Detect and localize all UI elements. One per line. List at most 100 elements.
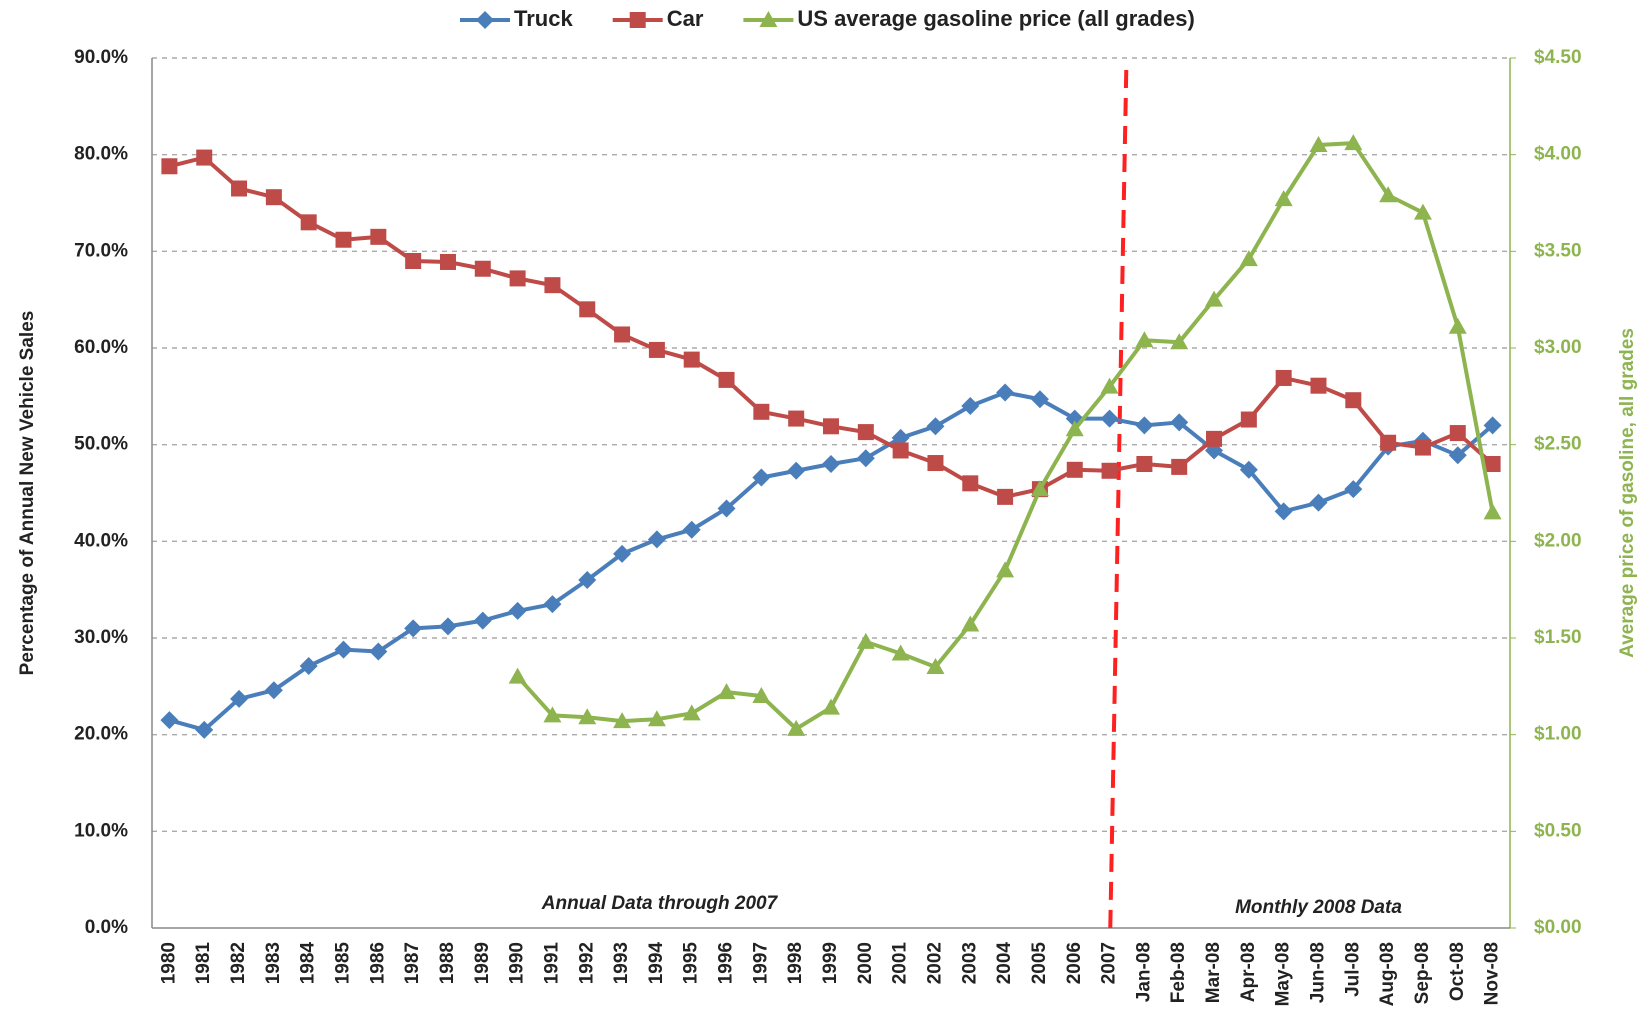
point bbox=[1414, 439, 1431, 456]
divider bbox=[1108, 69, 1129, 929]
x-tick-label: Apr-08 bbox=[1238, 942, 1259, 1002]
point bbox=[1310, 377, 1327, 394]
point bbox=[1345, 392, 1362, 409]
y2-tick-label: $1.50 bbox=[1534, 627, 1582, 648]
x-tick-label: Jul-08 bbox=[1342, 942, 1363, 997]
point bbox=[370, 228, 387, 245]
x-tick-label: May-08 bbox=[1273, 942, 1294, 1006]
point bbox=[578, 708, 597, 725]
point bbox=[1170, 333, 1189, 350]
point bbox=[1274, 190, 1293, 207]
legend-label: US average gasoline price (all grades) bbox=[797, 6, 1194, 31]
point bbox=[1065, 420, 1084, 437]
point bbox=[1135, 416, 1154, 435]
y-tick-label: 30.0% bbox=[74, 627, 128, 648]
point bbox=[1274, 502, 1293, 521]
point bbox=[1309, 136, 1328, 152]
point bbox=[647, 530, 666, 549]
y-tick-label: 50.0% bbox=[74, 434, 128, 455]
point bbox=[1135, 331, 1154, 348]
x-tick-label: 2006 bbox=[1064, 942, 1085, 984]
x-tick-label: 1989 bbox=[472, 942, 493, 984]
y-tick-label: 0.0% bbox=[85, 917, 128, 938]
x-tick-label: 1991 bbox=[541, 942, 562, 985]
x-tick-label: Jan-08 bbox=[1133, 942, 1154, 1002]
y-tick-label: 10.0% bbox=[74, 820, 128, 841]
point bbox=[996, 561, 1015, 578]
x-tick-label: 1993 bbox=[611, 942, 632, 984]
point bbox=[509, 270, 526, 287]
point bbox=[996, 383, 1015, 402]
x-tick-label: 2005 bbox=[1029, 942, 1050, 985]
point bbox=[474, 260, 491, 277]
series-line bbox=[168, 155, 1494, 499]
x-tick-label: 1996 bbox=[716, 942, 737, 984]
point bbox=[1448, 317, 1467, 334]
x-tick-label: 2002 bbox=[924, 942, 945, 984]
annotation: Monthly 2008 Data bbox=[1235, 897, 1402, 918]
point bbox=[1413, 203, 1432, 220]
point bbox=[1239, 460, 1258, 479]
legend-label: Car bbox=[667, 6, 704, 31]
point bbox=[1171, 458, 1188, 475]
point bbox=[787, 461, 806, 480]
point bbox=[856, 449, 875, 468]
x-tick-label: 2004 bbox=[994, 942, 1015, 985]
point bbox=[927, 455, 944, 472]
point bbox=[231, 180, 248, 197]
x-tick-label: 1984 bbox=[298, 942, 319, 985]
x-tick-label: 1983 bbox=[263, 942, 284, 984]
point bbox=[334, 640, 353, 659]
point bbox=[1170, 413, 1189, 432]
point bbox=[962, 475, 979, 492]
point bbox=[682, 520, 701, 539]
point bbox=[508, 601, 527, 620]
point bbox=[230, 689, 249, 708]
x-tick-label: 1995 bbox=[681, 942, 702, 985]
point bbox=[1379, 186, 1398, 203]
point bbox=[1206, 430, 1223, 447]
point bbox=[1380, 434, 1397, 451]
point bbox=[299, 657, 318, 676]
point bbox=[683, 351, 700, 368]
point bbox=[1309, 493, 1328, 512]
y-tick-label: 60.0% bbox=[74, 337, 128, 358]
point bbox=[891, 644, 910, 661]
y2-tick-label: $0.00 bbox=[1534, 917, 1582, 938]
point bbox=[579, 301, 596, 318]
annotation: Annual Data through 2007 bbox=[541, 893, 779, 914]
y-tick-label: 20.0% bbox=[74, 724, 128, 745]
point bbox=[1100, 377, 1119, 394]
point bbox=[648, 341, 665, 358]
point bbox=[161, 158, 178, 175]
point bbox=[891, 428, 910, 447]
point bbox=[1483, 416, 1502, 435]
point bbox=[404, 619, 423, 638]
point bbox=[1205, 290, 1224, 307]
point bbox=[335, 231, 352, 248]
x-tick-label: 1990 bbox=[507, 942, 528, 984]
x-tick-label: 2000 bbox=[855, 942, 876, 984]
x-tick-label: Jun-08 bbox=[1308, 942, 1329, 1003]
point bbox=[857, 424, 874, 441]
point bbox=[264, 681, 283, 700]
point bbox=[543, 706, 562, 723]
point bbox=[926, 417, 945, 436]
y2-tick-label: $3.50 bbox=[1534, 240, 1582, 261]
point bbox=[682, 704, 701, 721]
x-tick-label: 1985 bbox=[333, 942, 354, 985]
x-tick-label: 1998 bbox=[785, 942, 806, 984]
point bbox=[614, 326, 631, 343]
point bbox=[1101, 462, 1118, 479]
y-tick-label: 90.0% bbox=[74, 47, 128, 68]
point bbox=[476, 11, 494, 29]
point bbox=[717, 499, 736, 518]
point bbox=[265, 189, 282, 206]
point bbox=[439, 253, 456, 270]
x-tick-label: 1981 bbox=[193, 942, 214, 985]
series-line bbox=[168, 390, 1494, 732]
y-axis-title: Percentage of Annual New Vehicle Sales bbox=[17, 311, 38, 676]
x-tick-label: 1986 bbox=[367, 942, 388, 984]
point bbox=[613, 544, 632, 563]
x-tick-label: 2001 bbox=[890, 942, 911, 985]
